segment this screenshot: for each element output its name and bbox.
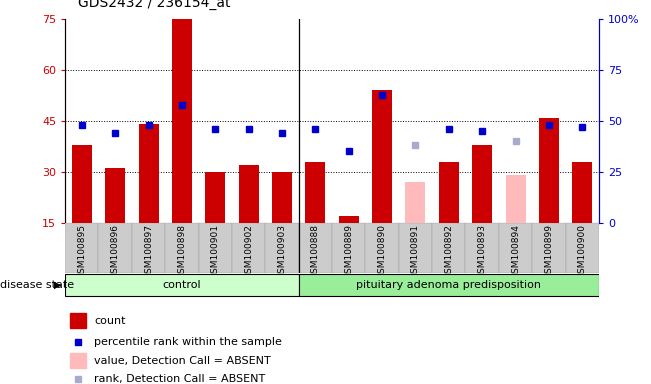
Bar: [65, 274, 299, 296]
Bar: [239, 165, 258, 223]
Bar: [98, 223, 132, 273]
Bar: [465, 223, 499, 273]
Bar: [199, 223, 232, 273]
Bar: [332, 223, 365, 273]
Text: GSM100891: GSM100891: [411, 224, 420, 279]
Bar: [406, 182, 426, 223]
Text: GSM100892: GSM100892: [444, 224, 453, 279]
Text: control: control: [163, 280, 201, 290]
Text: pituitary adenoma predisposition: pituitary adenoma predisposition: [356, 280, 541, 290]
Text: ▶: ▶: [54, 280, 62, 290]
Text: count: count: [94, 316, 126, 326]
Bar: [472, 145, 492, 223]
Bar: [365, 223, 398, 273]
Bar: [339, 216, 359, 223]
Bar: [266, 223, 299, 273]
Text: GSM100899: GSM100899: [544, 224, 553, 279]
Bar: [305, 162, 326, 223]
Bar: [533, 223, 566, 273]
Bar: [232, 223, 266, 273]
Bar: [165, 223, 199, 273]
Bar: [399, 223, 432, 273]
Text: GSM100898: GSM100898: [177, 224, 186, 279]
Bar: [372, 91, 392, 223]
Bar: [572, 162, 592, 223]
Bar: [65, 223, 98, 273]
Text: GDS2432 / 236154_at: GDS2432 / 236154_at: [78, 0, 230, 10]
Text: GSM100890: GSM100890: [378, 224, 387, 279]
Text: GSM100901: GSM100901: [211, 224, 220, 279]
Text: GSM100902: GSM100902: [244, 224, 253, 279]
Text: GSM100893: GSM100893: [478, 224, 487, 279]
Bar: [299, 274, 599, 296]
Bar: [72, 145, 92, 223]
Bar: [132, 223, 165, 273]
Text: value, Detection Call = ABSENT: value, Detection Call = ABSENT: [94, 356, 271, 366]
Text: GSM100900: GSM100900: [577, 224, 587, 279]
Bar: [205, 172, 225, 223]
Text: GSM100897: GSM100897: [144, 224, 153, 279]
Bar: [506, 175, 525, 223]
Text: GSM100896: GSM100896: [111, 224, 120, 279]
Text: percentile rank within the sample: percentile rank within the sample: [94, 337, 283, 347]
Bar: [70, 313, 87, 328]
Bar: [139, 124, 159, 223]
Bar: [105, 169, 125, 223]
Text: GSM100895: GSM100895: [77, 224, 87, 279]
Text: rank, Detection Call = ABSENT: rank, Detection Call = ABSENT: [94, 374, 266, 384]
Bar: [566, 223, 599, 273]
Text: GSM100889: GSM100889: [344, 224, 353, 279]
Bar: [172, 19, 192, 223]
Text: GSM100888: GSM100888: [311, 224, 320, 279]
Bar: [70, 353, 87, 368]
Bar: [299, 223, 332, 273]
Bar: [439, 162, 459, 223]
Text: GSM100903: GSM100903: [277, 224, 286, 279]
Bar: [539, 118, 559, 223]
Bar: [432, 223, 465, 273]
Text: disease state: disease state: [0, 280, 74, 290]
Text: GSM100894: GSM100894: [511, 224, 520, 279]
Bar: [272, 172, 292, 223]
Bar: [499, 223, 533, 273]
